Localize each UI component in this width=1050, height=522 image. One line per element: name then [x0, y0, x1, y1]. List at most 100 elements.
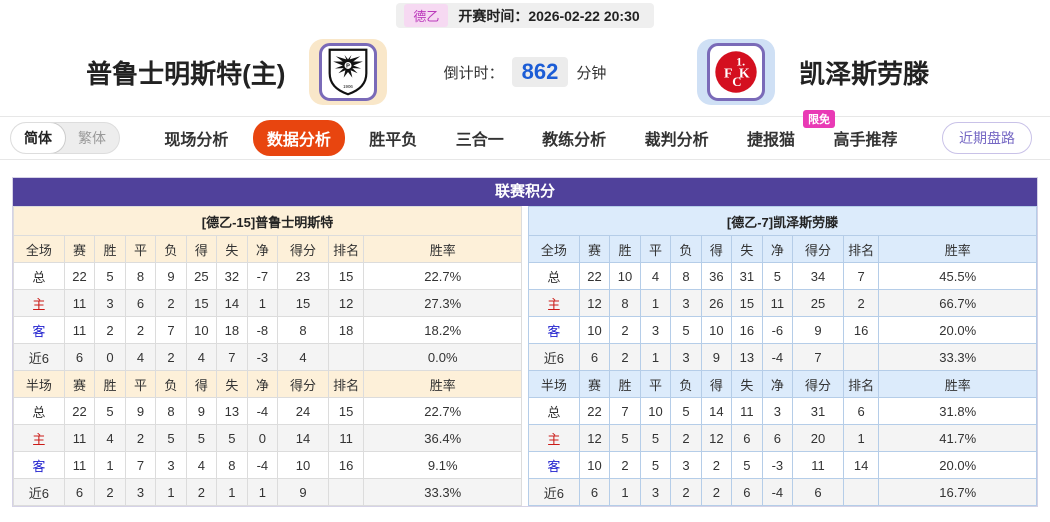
stat-cell: 31	[792, 397, 844, 425]
stat-cell: -4	[246, 451, 279, 479]
stat-cell: 26	[700, 289, 733, 317]
stat-cell: 9	[124, 397, 157, 425]
stat-cell: 6	[842, 397, 880, 425]
column-header: 得分	[277, 235, 329, 263]
tab-高手推荐[interactable]: 高手推荐	[833, 132, 898, 149]
stat-cell: 22	[63, 262, 96, 290]
stat-cell: 1	[216, 478, 248, 506]
stat-cell: 41.7%	[878, 424, 1037, 452]
stat-cell: 2	[700, 451, 733, 479]
column-header: 负	[670, 235, 702, 263]
stat-cell: 2	[842, 289, 880, 317]
stat-cell: 15	[731, 289, 763, 317]
stat-cell: 1	[246, 478, 279, 506]
lang-traditional-toggle[interactable]: 繁体	[78, 130, 106, 146]
stat-cell: -4	[246, 397, 279, 425]
column-header: 失	[216, 370, 248, 398]
stat-cell: 34	[792, 262, 844, 290]
preussen-muenster-crest-icon: P 1906	[319, 43, 378, 101]
row-label: 主	[528, 424, 580, 452]
stat-cell: 36.4%	[363, 424, 522, 452]
tab-现场分析[interactable]: 现场分析	[164, 132, 229, 149]
column-header-row: 全场赛胜平负得失净得分 排名 胜率	[528, 235, 1037, 263]
svg-text:K: K	[739, 66, 750, 81]
table-row: 近6 6 2 1 3 9 13 -4 7 33.3%	[528, 343, 1037, 371]
stat-cell: 8	[609, 289, 641, 317]
table-row: 主 11 4 2 5 5 5 0 14 11 36.4%	[13, 424, 522, 452]
stat-cell: 4	[639, 262, 672, 290]
stat-cell: 15	[185, 289, 218, 317]
row-label: 主	[13, 289, 65, 317]
stat-cell: 1	[639, 289, 672, 317]
stat-cell	[842, 478, 880, 506]
stat-cell: 5	[216, 424, 248, 452]
stat-cell: 4	[185, 343, 218, 371]
column-header-row: 半场赛胜平负得失净得分 排名 胜率	[13, 370, 522, 398]
column-header: 失	[731, 235, 763, 263]
away-team-block: 1. F C K 凯泽斯劳滕	[606, 39, 1020, 105]
top-bar-wrap: 德乙 开赛时间：2026-02-22 20:30	[0, 0, 1050, 28]
stat-cell: 8	[124, 262, 157, 290]
stat-cell: 22	[578, 397, 611, 425]
stat-cell: 9.1%	[363, 451, 522, 479]
stat-cell: 23	[277, 262, 329, 290]
stat-cell: 10	[639, 397, 672, 425]
column-header: 净	[246, 370, 279, 398]
stat-cell: 10	[578, 316, 611, 344]
row-label: 总	[13, 262, 65, 290]
lang-simplified-toggle[interactable]: 简体	[11, 123, 66, 153]
stat-cell: 9	[700, 343, 733, 371]
stat-cell: 18.2%	[363, 316, 522, 344]
tab-胜平负[interactable]: 胜平负	[369, 132, 418, 149]
countdown-value: 862	[511, 57, 569, 87]
stat-cell: 5	[185, 424, 218, 452]
stat-cell: 4	[124, 343, 157, 371]
stat-cell: 3	[670, 451, 702, 479]
home-team-block: 普鲁士明斯特(主) P 1906	[30, 39, 444, 105]
stat-cell: 14	[842, 451, 880, 479]
table-subtitle-row: [德乙-7]凯泽斯劳滕	[528, 206, 1037, 236]
stat-cell: 5	[639, 424, 672, 452]
kickoff-label: 开赛时间：	[458, 7, 529, 24]
column-header: 净	[761, 370, 794, 398]
tab-三合一[interactable]: 三合一	[455, 132, 504, 149]
away-team-logo: 1. F C K	[697, 39, 776, 105]
stat-cell: 4	[277, 343, 329, 371]
stat-cell: 6	[731, 478, 763, 506]
stat-cell: 11	[327, 424, 365, 452]
tab-数据分析[interactable]: 数据分析	[252, 120, 345, 156]
stat-cell: 10	[609, 262, 641, 290]
row-label: 客	[13, 316, 65, 344]
stat-cell: -6	[761, 316, 794, 344]
stat-cell: 36	[700, 262, 733, 290]
league-badge: 德乙	[404, 4, 449, 27]
stat-cell	[327, 343, 365, 371]
column-header: 全场	[528, 235, 580, 263]
stat-cell: 22.7%	[363, 262, 522, 290]
table-row: 客 10 2 5 3 2 5 -3 11 14 20.0%	[528, 451, 1037, 479]
tab-捷报猫[interactable]: 捷报猫 限免	[733, 110, 836, 156]
stat-cell: 45.5%	[878, 262, 1037, 290]
stat-cell: 15	[327, 262, 365, 290]
tab-教练分析[interactable]: 教练分析	[542, 132, 607, 149]
column-header: 得分	[792, 235, 844, 263]
stat-cell: 3	[761, 397, 794, 425]
row-label: 近6	[528, 343, 580, 371]
stat-cell: 16	[327, 451, 365, 479]
stat-cell: 2	[124, 424, 157, 452]
row-label: 总	[528, 262, 580, 290]
stat-cell: 10	[277, 451, 329, 479]
stat-cell: 8	[277, 316, 329, 344]
column-header: 排名	[327, 235, 365, 263]
away-league-table: [德乙-7]凯泽斯劳滕 全场赛胜平负得失净得分 排名 胜率总 22 10 4 8 36 31 5 34…	[528, 206, 1037, 506]
recent-odds-button[interactable]: 近期盘路	[942, 122, 1032, 154]
stat-cell: 5	[731, 451, 763, 479]
tab-裁判分析[interactable]: 裁判分析	[644, 132, 709, 149]
column-header: 净	[761, 235, 794, 263]
stat-cell: 2	[155, 289, 187, 317]
column-header: 平	[124, 370, 157, 398]
kaiserslautern-fck-crest-icon: 1. F C K	[707, 43, 766, 101]
table-row: 总 22 5 9 8 9 13 -4 24 15 22.7%	[13, 397, 522, 425]
column-header: 赛	[578, 235, 611, 263]
stat-cell: 6	[731, 424, 763, 452]
